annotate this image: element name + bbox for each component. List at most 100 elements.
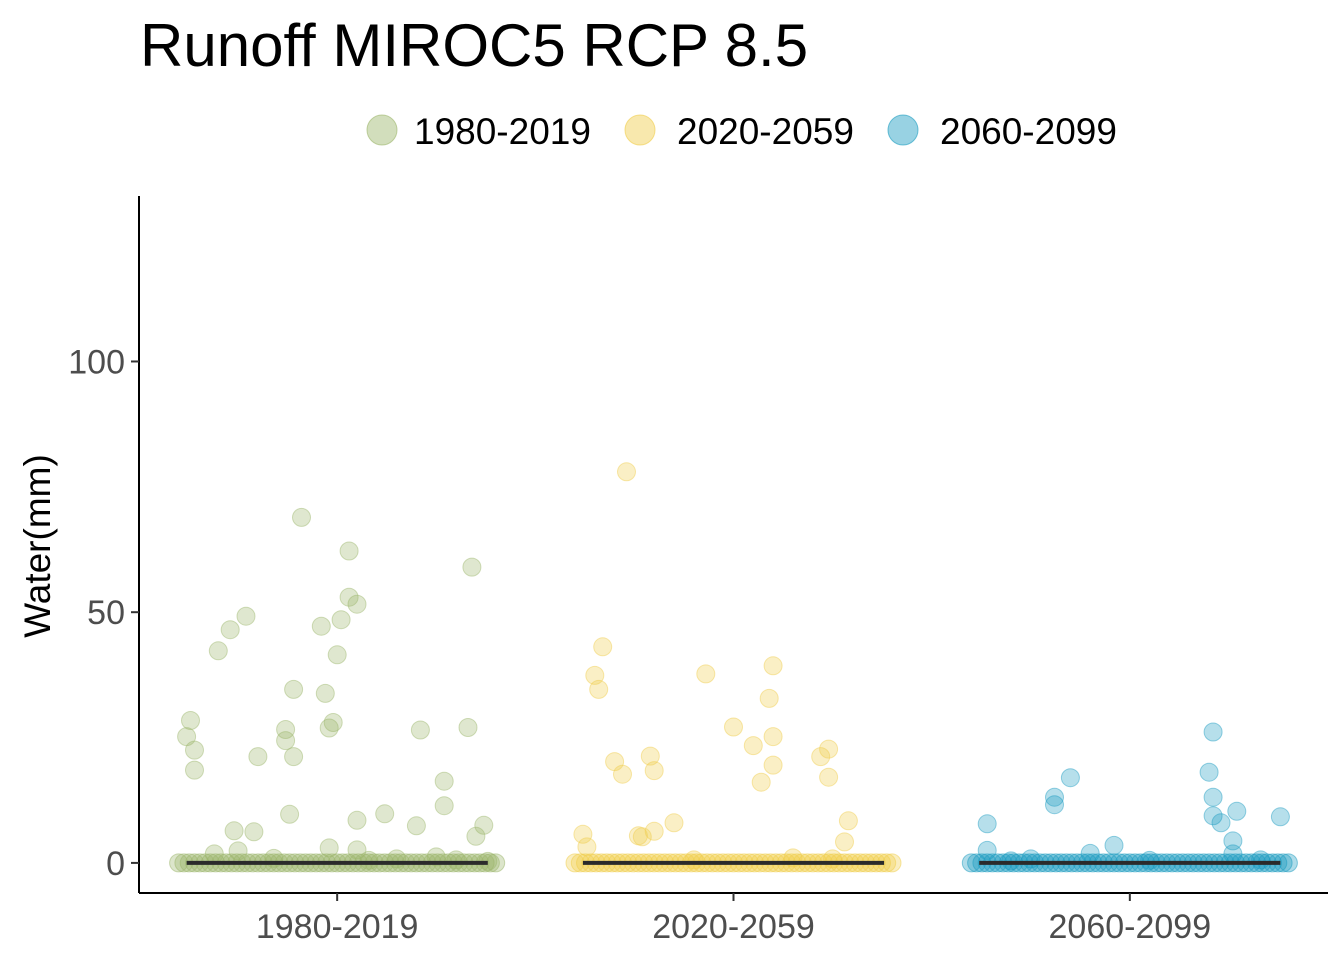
data-point-2060-2099 <box>1080 843 1100 863</box>
data-point-1980-2019 <box>323 713 343 732</box>
data-point-2060-2099 <box>1199 762 1219 782</box>
data-point-1980-2019 <box>387 849 407 869</box>
data-point-2020-2059 <box>589 679 609 699</box>
data-point-zero-2060-2099 <box>1278 853 1298 873</box>
data-point-2060-2099 <box>1251 850 1271 870</box>
data-point-2020-2059 <box>759 688 779 708</box>
data-point-1980-2019 <box>177 727 197 747</box>
legend: 1980-2019 2020-2059 2060-2099 <box>366 111 1117 152</box>
data-point-1980-2019 <box>276 720 296 739</box>
data-point-1980-2019 <box>347 840 367 860</box>
data-point-1980-2019 <box>462 557 482 577</box>
data-point-2020-2059 <box>724 717 743 737</box>
data-point-1980-2019 <box>315 683 335 703</box>
data-point-2020-2059 <box>573 824 593 844</box>
data-point-2020-2059 <box>684 850 704 870</box>
data-point-2020-2059 <box>664 813 684 833</box>
data-point-2020-2059 <box>751 772 771 792</box>
data-point-2020-2059 <box>763 656 783 676</box>
data-point-2020-2059 <box>585 665 605 685</box>
data-point-1980-2019 <box>474 815 494 835</box>
data-point-1980-2019 <box>220 620 240 640</box>
data-point-1980-2019 <box>284 679 304 699</box>
data-point-2060-2099 <box>1021 849 1041 869</box>
data-point-1980-2019 <box>339 541 359 561</box>
data-point-2060-2099 <box>1223 831 1243 851</box>
data-point-2060-2099 <box>1203 722 1223 742</box>
data-point-1980-2019 <box>224 821 244 841</box>
data-point-2020-2059 <box>838 811 858 831</box>
data-point-1980-2019 <box>204 844 224 864</box>
data-point-1980-2019 <box>248 747 268 767</box>
data-point-1980-2019 <box>292 507 311 527</box>
data-point-1980-2019 <box>331 610 351 630</box>
data-point-2020-2059 <box>819 739 839 759</box>
data-point-1980-2019 <box>228 841 248 861</box>
data-point-1980-2019 <box>347 810 367 830</box>
data-point-2020-2059 <box>593 637 613 657</box>
data-point-2060-2099 <box>1203 806 1223 826</box>
data-point-2020-2059 <box>743 736 763 756</box>
data-point-2020-2059 <box>763 727 783 747</box>
data-point-1980-2019 <box>236 606 256 626</box>
data-point-2060-2099 <box>977 840 997 860</box>
legend-label-1980-2019: 1980-2019 <box>414 111 591 152</box>
data-point-1980-2019 <box>280 804 300 824</box>
data-point-1980-2019 <box>406 816 426 836</box>
y-tick-label: 50 <box>87 594 125 632</box>
legend-label-2060-2099: 2060-2099 <box>940 111 1117 152</box>
data-point-1980-2019 <box>208 641 228 661</box>
data-point-2020-2059 <box>617 462 636 482</box>
data-point-2060-2099 <box>1045 787 1064 807</box>
legend-marker-2020-2059 <box>624 114 656 146</box>
data-point-1980-2019 <box>359 850 379 870</box>
data-point-1980-2019 <box>181 711 200 730</box>
x-tick-label-2060-2099: 2060-2099 <box>1049 908 1212 946</box>
data-point-1980-2019 <box>434 796 454 816</box>
data-point-2060-2099 <box>1223 844 1243 864</box>
data-point-1980-2019 <box>327 645 347 665</box>
data-point-1980-2019 <box>244 822 264 842</box>
data-point-2020-2059 <box>696 664 716 684</box>
data-point-2020-2059 <box>811 747 831 767</box>
legend-label-2020-2059: 2020-2059 <box>677 111 854 152</box>
data-point-2020-2059 <box>640 746 660 766</box>
y-tick-label: 0 <box>106 845 125 883</box>
data-point-1980-2019 <box>375 804 395 824</box>
data-point-1980-2019 <box>446 850 466 870</box>
y-ticks: 0 50 100 <box>68 343 139 883</box>
data-point-2020-2059 <box>577 837 597 857</box>
data-point-1980-2019 <box>311 616 331 636</box>
data-point-1980-2019 <box>339 587 359 607</box>
data-point-2060-2099 <box>1060 768 1080 788</box>
data-point-2020-2059 <box>644 761 664 781</box>
data-point-2020-2059 <box>632 827 652 847</box>
y-tick-label: 100 <box>68 343 125 381</box>
data-point-1980-2019 <box>347 594 367 614</box>
data-point-2020-2059 <box>613 764 632 784</box>
data-point-2060-2099 <box>1227 801 1247 821</box>
y-axis-title: Water(mm) <box>17 454 58 638</box>
data-point-2060-2099 <box>977 814 997 834</box>
data-point-1980-2019 <box>458 718 478 737</box>
data-point-2060-2099 <box>1211 813 1231 833</box>
data-point-2020-2059 <box>628 826 648 846</box>
chart-title: Runoff MIROC5 RCP 8.5 <box>140 12 808 79</box>
points-layer <box>169 462 1298 873</box>
data-point-2060-2099 <box>1203 787 1223 807</box>
data-point-2060-2099 <box>1140 850 1160 870</box>
data-point-2060-2099 <box>1270 807 1290 827</box>
legend-marker-1980-2019 <box>366 114 398 146</box>
data-point-zero-2020-2059 <box>882 853 902 873</box>
data-point-2020-2059 <box>605 752 625 772</box>
data-point-2020-2059 <box>823 849 843 869</box>
data-point-1980-2019 <box>434 771 454 791</box>
data-point-2020-2059 <box>644 821 664 841</box>
data-point-2020-2059 <box>835 832 854 852</box>
x-tick-label-2020-2059: 2020-2059 <box>652 908 815 946</box>
data-point-1980-2019 <box>466 826 486 846</box>
data-point-2060-2099 <box>1104 835 1124 855</box>
legend-marker-2060-2099 <box>887 114 919 146</box>
data-point-1980-2019 <box>410 720 430 740</box>
